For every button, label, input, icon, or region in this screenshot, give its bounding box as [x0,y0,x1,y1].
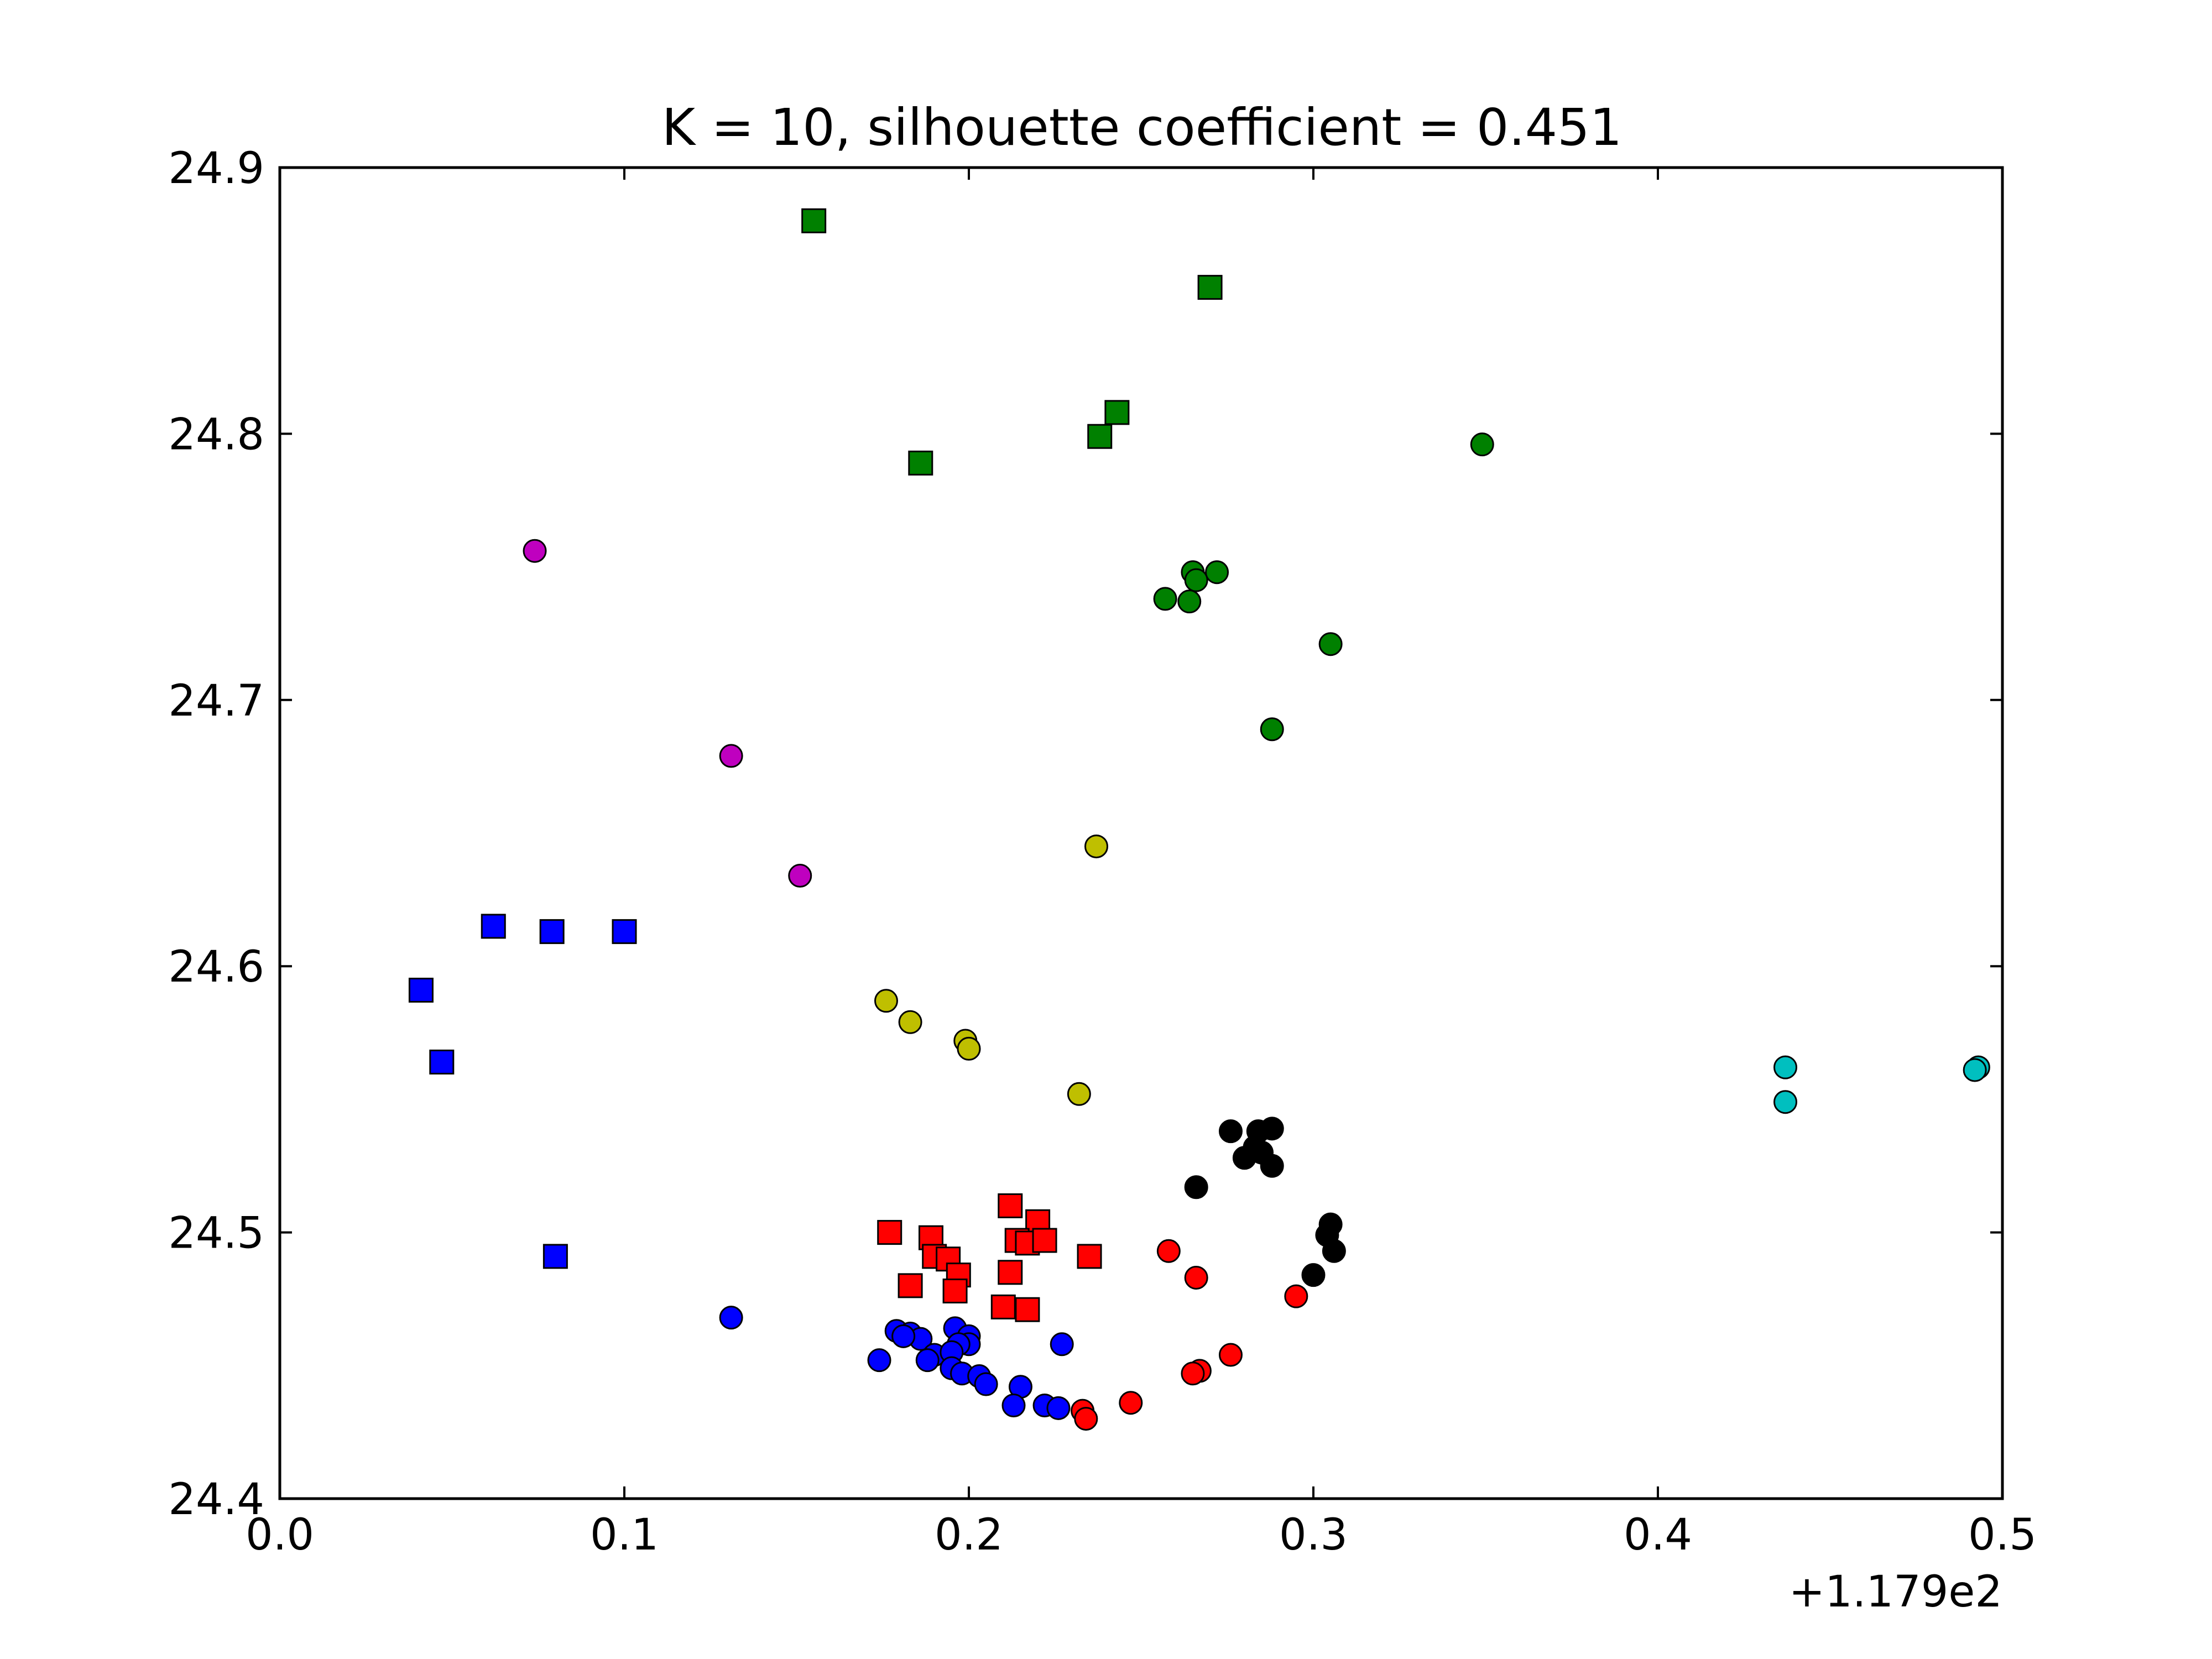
data-point-circle [1050,1332,1074,1357]
data-point-circle [1260,717,1284,742]
data-point-circle [1284,1284,1308,1308]
data-point-circle [523,539,547,563]
data-point-circle [1301,1263,1326,1287]
data-point-circle [1470,432,1494,457]
data-point-circle [1177,589,1202,614]
data-point-circle [1260,1154,1284,1178]
cluster-blue-squares [408,914,637,1269]
data-point-circle [719,744,743,768]
x-tick-label: 0.4 [1624,1510,1692,1560]
data-point-square [942,1279,968,1304]
data-point-circle [1153,587,1177,611]
data-point-circle [1084,834,1109,859]
y-tick-label: 24.7 [168,676,264,726]
cluster-yellow-circles [874,834,1109,1106]
data-point-square [877,1220,902,1245]
y-tick-label: 24.9 [168,144,264,194]
data-point-circle [1773,1055,1798,1079]
data-point-circle [874,989,898,1013]
data-point-circle [867,1348,891,1373]
data-point-circle [1218,1343,1243,1367]
data-point-circle [1001,1394,1026,1418]
cluster-red-circles [1071,1239,1308,1431]
data-point-circle [1067,1082,1091,1106]
data-point-circle [915,1348,940,1373]
data-point-circle [1184,1175,1208,1199]
data-point-circle [1119,1391,1143,1415]
x-tick-label: 0.3 [1279,1510,1348,1560]
cluster-magenta-circles [523,539,812,888]
data-point-square [1104,400,1130,425]
data-point-square [908,450,933,476]
y-tick-label: 24.8 [168,410,264,460]
markers-layer [408,208,1990,1431]
data-point-square [801,208,827,233]
y-tick-label: 24.6 [168,942,264,992]
data-point-square [1087,424,1113,449]
data-point-square [1032,1228,1057,1253]
data-point-circle [974,1372,998,1396]
x-axis-offset-label: +1.179e2 [1789,1567,2002,1617]
x-tick-label: 0.5 [1968,1510,2037,1560]
data-point-circle [788,864,812,888]
chart-title: K = 10, silhouette coefficient = 0.451 [662,98,1623,157]
data-point-square [1015,1297,1040,1322]
data-point-square [539,919,565,945]
data-point-circle [1046,1396,1071,1420]
data-point-square [408,978,434,1003]
data-point-circle [898,1010,922,1034]
data-point-circle [1218,1119,1243,1144]
data-point-square [1197,275,1223,300]
cluster-black-circles [1184,1117,1346,1287]
x-tick-label: 0.2 [935,1510,1003,1560]
data-point-circle [1184,568,1208,592]
data-point-circle [1963,1058,1987,1082]
plot-area-frame [278,166,2004,1500]
data-point-square [990,1294,1016,1319]
data-point-circle [1156,1239,1181,1263]
y-tick-label: 24.4 [168,1475,264,1525]
data-point-square [481,914,506,939]
data-point-circle [1205,560,1229,585]
data-point-square [1077,1244,1102,1269]
cluster-green-squares [801,208,1223,476]
ticks-layer: 0.0 0.1 0.2 0.3 0.4 0.5 24.4 24.5 24.6 24.7 24.8 24… [168,144,2037,1560]
cluster-red-squares [877,1193,1102,1322]
data-point-circle [1260,1117,1284,1141]
data-point-square [542,1244,568,1269]
cluster-green-circles [1153,432,1494,742]
data-point-circle [891,1324,916,1348]
data-point-circle [1322,1239,1346,1263]
data-point-circle [957,1036,981,1061]
data-point-circle [719,1306,743,1330]
data-point-square [612,919,637,945]
cluster-cyan-circles [1773,1055,1990,1114]
data-point-square [998,1193,1023,1218]
data-point-square [998,1260,1023,1285]
y-tick-label: 24.5 [168,1209,264,1259]
data-point-square [429,1050,455,1075]
x-tick-label: 0.1 [590,1510,659,1560]
x-tick-label: 0.0 [246,1510,314,1560]
data-point-circle [1773,1090,1798,1114]
cluster-blue-circles [719,1306,1074,1420]
data-point-circle [1181,1361,1205,1386]
data-point-circle [1318,632,1343,656]
data-point-square [898,1273,923,1298]
data-point-circle [1074,1407,1098,1431]
data-point-circle [1184,1265,1208,1290]
